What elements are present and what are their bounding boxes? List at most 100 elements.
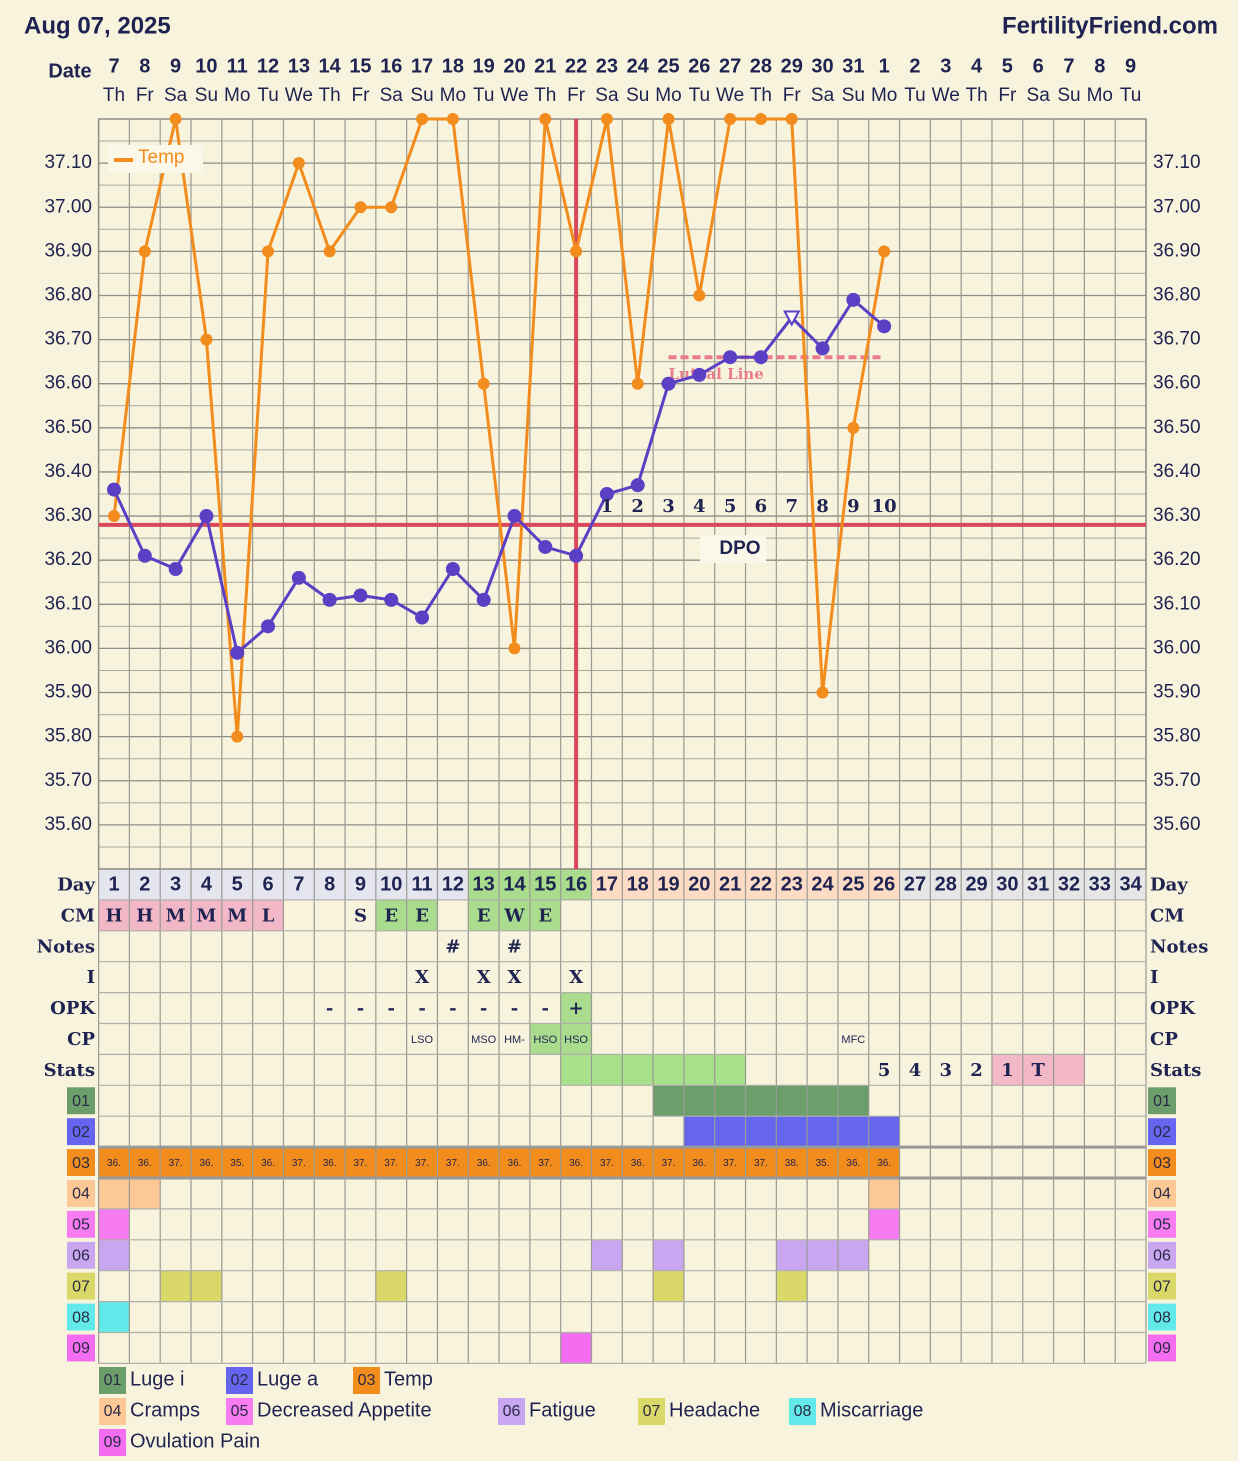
legend-code: 04 [104,1403,122,1420]
code-right: 06 [1153,1247,1171,1264]
day-number: 33 [1089,874,1111,896]
code-box [67,1118,95,1146]
y-tick-label-right: 35.90 [1153,682,1201,703]
y-tick-label-right: 36.00 [1153,637,1201,658]
row-label-right: Stats [1150,1060,1201,1081]
row-label: OPK [50,998,96,1019]
day-number: 10 [380,874,402,896]
point [385,201,398,214]
date: 4 [971,55,983,77]
weekday: Su [195,85,218,106]
y-tick-label: 36.60 [44,373,92,394]
day-number: 12 [442,874,464,896]
cell-text: 36. [261,1158,275,1169]
day-number: 16 [565,874,587,896]
code-box [67,1272,95,1300]
legend-name: Temp [384,1368,433,1390]
point [569,548,584,563]
weekday: We [932,85,960,106]
y-tick-label-right: 36.50 [1153,417,1201,438]
weekday: Sa [380,85,404,106]
weekday: Th [319,85,341,106]
point [168,562,183,576]
dpo-number: 10 [872,496,897,517]
weekday: Sa [595,85,619,106]
y-tick-label: 35.70 [44,770,92,791]
code-box-right [1148,1272,1176,1300]
cell-text: T [1031,1060,1045,1081]
legend-name: Miscarriage [820,1399,923,1421]
point [815,341,830,356]
weekday: Th [750,85,772,106]
date: 31 [842,55,864,77]
cell-text: # [445,936,460,957]
code-box-right [1148,1210,1176,1238]
cell-text: X [415,967,429,988]
code-box [67,1303,95,1331]
code-box-right [1148,1149,1176,1176]
point [599,487,614,501]
legend-code: 05 [231,1403,249,1420]
day-number: 9 [355,874,366,896]
cell-text: HM- [504,1034,525,1046]
date: 3 [940,55,951,77]
cell-text: MSO [471,1034,497,1046]
date: 23 [596,55,618,77]
cell-text: 36. [107,1158,121,1169]
cell-text: H [136,905,153,926]
cell-text: HSO [564,1034,588,1046]
y-tick-label: 36.70 [44,329,92,350]
date: 5 [1002,55,1013,77]
legend-code: 09 [104,1434,122,1451]
weekday: We [285,85,313,106]
date: 10 [195,55,217,77]
date: 12 [257,55,279,77]
point [137,548,152,563]
day-number: 8 [324,874,335,896]
date: 7 [1063,55,1074,77]
cell-text: M [196,905,216,926]
day-number: 4 [201,874,213,896]
legend-code: 07 [643,1403,661,1420]
row-label-right: Notes [1150,936,1208,957]
cell-fill [468,899,561,931]
day-number: 31 [1027,874,1049,896]
day-number: 13 [473,874,495,896]
code-right: 07 [1153,1278,1171,1295]
symptom-fill [776,1239,869,1271]
weekday: Mo [440,85,466,106]
point [261,619,276,634]
row-label: Stats [44,1060,95,1081]
cell-text: 1 [1001,1060,1014,1081]
point [476,592,491,607]
cell-text: 37. [353,1158,367,1169]
row-label: Day [57,874,95,895]
code: 01 [72,1093,90,1110]
y-tick-label-right: 36.90 [1153,240,1201,261]
code: 08 [72,1309,90,1326]
cell-text: 36. [199,1158,213,1169]
weekday: Tu [473,85,494,106]
hollow-marker [783,310,801,327]
day-number: 5 [232,874,243,896]
day-number: 2 [139,874,150,896]
cell-text: 37. [169,1158,183,1169]
cell-text: H [105,905,122,926]
y-tick-label: 35.60 [44,814,92,835]
code-right: 09 [1153,1340,1171,1357]
code-right: 02 [1153,1124,1171,1141]
cell-text: # [507,936,522,957]
code-right: 03 [1153,1155,1171,1172]
row-label: CM [61,905,95,926]
cell-text: 37. [600,1158,614,1169]
date: 8 [1094,55,1105,77]
cell-fill [991,1054,1085,1086]
code: 07 [72,1278,90,1295]
y-tick-label-right: 36.40 [1153,461,1201,482]
date: 29 [781,55,803,77]
weekday: Mo [871,85,897,106]
date: 17 [411,55,433,77]
weekday: Sa [811,85,835,106]
